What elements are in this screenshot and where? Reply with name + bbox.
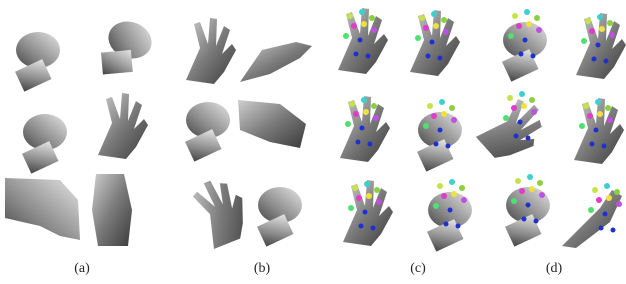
hand-image: [338, 8, 388, 74]
hand-image: [340, 96, 390, 162]
hand-image: [562, 190, 622, 248]
panel-label: (a): [74, 261, 90, 276]
hand-image: [94, 15, 157, 86]
hand-image: [92, 174, 132, 246]
hand-image: [238, 100, 306, 148]
hand-image: [185, 102, 230, 162]
hand-image: [574, 98, 624, 164]
panel-b: [183, 18, 312, 252]
panel-c: [338, 8, 472, 252]
hand-image: [576, 13, 626, 79]
hand-image: [257, 187, 302, 247]
panel-label: (b): [254, 261, 271, 276]
panel-label: (d): [546, 261, 563, 276]
panel-d: [473, 9, 626, 248]
hand-image: [343, 180, 393, 246]
figure: (a) (b) (c) (d): [0, 0, 626, 284]
hand-image: [183, 170, 259, 252]
hand-image: [5, 178, 80, 240]
hand-image: [98, 93, 148, 159]
hand-image: [240, 42, 312, 82]
hand-image: [473, 89, 554, 172]
page: {"panels": [{"label": "(a)"}, {"label": …: [0, 0, 626, 284]
hand-image: [22, 114, 67, 174]
hand-image: [15, 32, 60, 92]
panel-label: (c): [410, 261, 426, 276]
hand-image: [410, 10, 460, 76]
hand-image: [186, 18, 236, 84]
panel-a: [5, 15, 157, 246]
